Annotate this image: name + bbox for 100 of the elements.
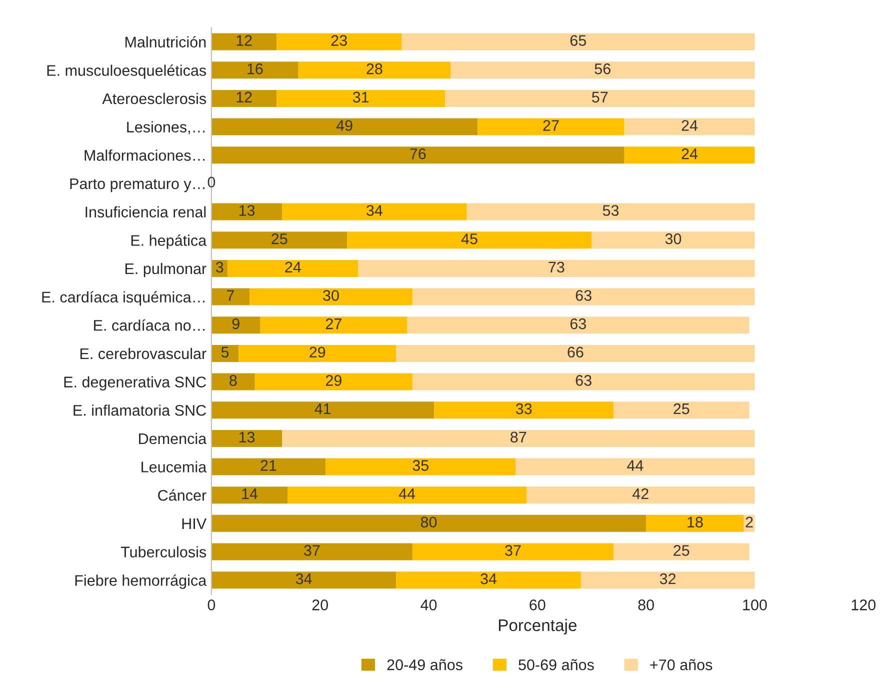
bar [613,543,750,560]
y-tick-label: E. cardíaca no… [94,319,205,331]
data-label: 73 [548,262,564,273]
y-tick-label: E. hepática [131,234,207,249]
bar [211,62,298,79]
data-label: 7 [226,290,234,301]
data-label: 42 [632,488,648,500]
y-tick-label: E. cardíaca isquémica… [42,291,205,306]
x-tick-label: 0 [208,600,216,610]
data-label: 24 [285,262,301,272]
bar [407,316,750,334]
x-tick-label: 40 [420,600,437,610]
bar [450,62,755,79]
data-label: 8 [230,375,237,386]
data-label: 32 [660,573,676,584]
data-label: 27 [543,120,559,131]
bar [592,232,755,249]
data-label: 13 [239,432,255,443]
legend-label: +70 años [650,659,712,670]
bar [211,232,348,249]
data-label: 34 [296,573,312,584]
y-tick-label: Malnutrición [125,36,206,48]
bar [211,458,326,476]
y-tick-label: Malformaciones… [84,150,205,161]
data-label: 63 [576,375,592,386]
data-label: 66 [568,346,584,358]
bar [276,33,402,50]
data-label: 44 [398,488,416,500]
bar [478,118,624,136]
y-tick-label: Demencia [139,432,207,444]
bar [211,146,624,164]
bar [238,344,396,362]
bar [434,402,614,419]
data-label: 25 [674,545,690,556]
bar [396,344,755,362]
data-label: 30 [323,290,339,301]
bar [211,288,250,306]
data-label: 53 [602,205,619,216]
x-tick-label: 60 [530,600,546,610]
bar [211,118,478,136]
y-tick-label: Lesiones,… [127,121,205,134]
x-axis-title: Porcentaje [498,618,577,634]
bar [298,62,450,79]
bar [526,486,755,504]
data-label: 25 [272,233,288,244]
data-label: 0 [208,176,216,188]
data-label: 63 [576,290,592,301]
bar [249,288,412,306]
data-label: 14 [242,488,258,500]
bar [260,316,408,334]
bar [358,260,755,277]
bar [402,33,755,50]
data-label: 25 [674,403,690,414]
data-label: 63 [570,318,586,330]
data-label: 31 [352,92,369,103]
bar [326,458,516,476]
data-label: 3 [216,262,224,273]
data-label: 9 [232,318,240,330]
data-label: 76 [410,148,426,160]
data-label: 45 [461,234,478,244]
x-tick-label: 100 [743,600,767,610]
bar [211,402,434,419]
bar [412,288,755,306]
y-tick-label: E. pulmonar [125,262,206,278]
y-tick-label: Cáncer [158,489,206,501]
bar [445,90,755,107]
y-tick-label: Leucemia [142,461,207,472]
bar [412,373,755,390]
data-label: 5 [221,346,229,358]
data-label: 44 [627,460,644,471]
data-label: 80 [420,516,437,528]
bar [347,232,592,249]
bar [624,118,755,136]
data-label: 24 [682,148,698,160]
bar [211,430,282,447]
data-label: 12 [236,35,252,46]
data-label: 23 [331,35,347,46]
y-tick-label: Fiebre hemorrágica [75,574,207,589]
bar [613,402,750,419]
y-tick-label: E. inflamatoria SNC [74,404,206,416]
bar [211,90,277,107]
bar [211,316,260,334]
data-label: 56 [594,63,610,74]
data-label: 33 [516,403,532,414]
bar [466,203,755,220]
bar [580,572,755,589]
legend-label: 50-69 años [518,659,594,670]
y-tick-label: Tuberculosis [120,546,206,558]
bar [276,90,446,107]
data-label: 35 [412,460,428,471]
bar [211,543,412,560]
data-label: 49 [336,120,352,131]
bar [396,572,581,589]
bar [516,458,755,476]
bar [288,486,527,504]
bar [412,543,614,560]
x-tick-label: 80 [638,600,654,610]
data-label: 2 [746,516,753,528]
data-label: 34 [366,205,382,216]
bar [211,33,277,50]
